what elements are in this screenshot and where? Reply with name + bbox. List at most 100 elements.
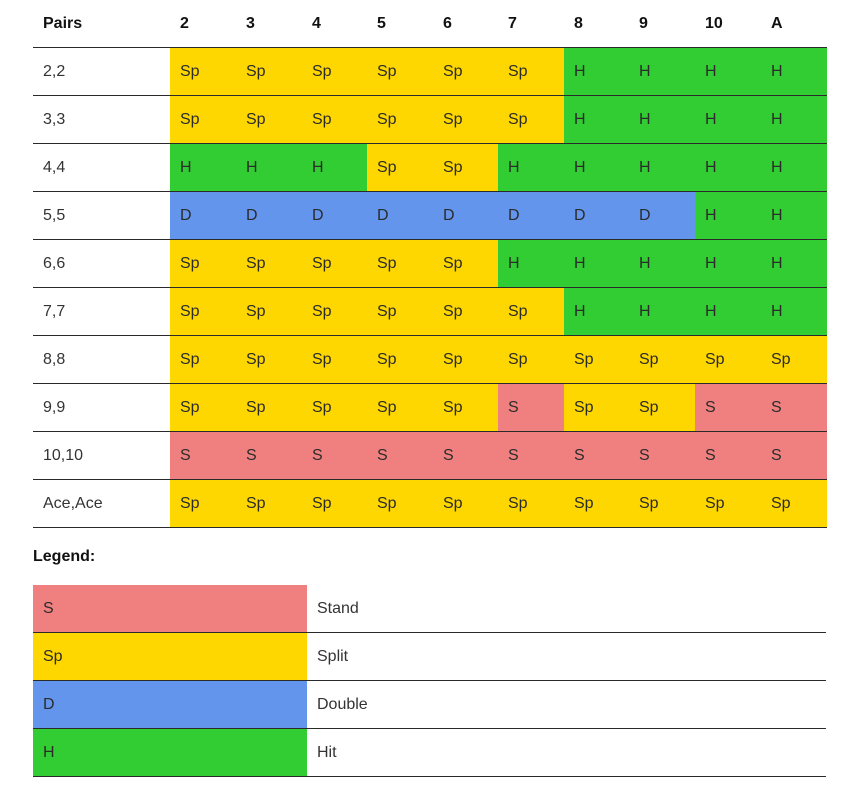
legend-label: Split <box>307 632 826 681</box>
action-cell: Sp <box>236 383 302 432</box>
table-body: 2,2 Sp Sp Sp Sp Sp Sp H H H H 3,3 Sp Sp Sp Sp Sp Sp H H H H 4,… <box>33 47 827 528</box>
action-cell: H <box>761 143 827 192</box>
action-cell: H <box>629 47 695 96</box>
action-cell: D <box>498 191 564 240</box>
action-cell: Sp <box>367 47 433 96</box>
action-cell: Sp <box>498 47 564 96</box>
action-cell: Sp <box>498 335 564 384</box>
action-cell: Sp <box>367 479 433 528</box>
action-cell: Sp <box>367 383 433 432</box>
row-label: 7,7 <box>33 287 170 336</box>
action-cell: Sp <box>236 47 302 96</box>
action-cell: Sp <box>564 335 629 384</box>
action-cell: Sp <box>236 287 302 336</box>
row-label: Ace,Ace <box>33 479 170 528</box>
header-dealer-5: 5 <box>367 0 433 48</box>
header-dealer-9: 9 <box>629 0 695 48</box>
action-cell: Sp <box>302 479 367 528</box>
action-cell: Sp <box>236 479 302 528</box>
action-cell: S <box>564 431 629 480</box>
action-cell: S <box>170 431 236 480</box>
action-cell: Sp <box>433 143 498 192</box>
action-cell: H <box>498 143 564 192</box>
action-cell: H <box>170 143 236 192</box>
action-cell: D <box>629 191 695 240</box>
action-cell: S <box>498 431 564 480</box>
action-cell: H <box>564 143 629 192</box>
legend-table: S Stand Sp Split D Double H Hit <box>33 585 826 777</box>
action-cell: Sp <box>433 47 498 96</box>
legend-swatch: D <box>33 680 307 729</box>
action-cell: Sp <box>170 95 236 144</box>
action-cell: H <box>564 287 629 336</box>
action-cell: D <box>564 191 629 240</box>
action-cell: Sp <box>433 479 498 528</box>
action-cell: Sp <box>170 383 236 432</box>
action-cell: Sp <box>629 479 695 528</box>
action-cell: H <box>761 95 827 144</box>
action-cell: H <box>564 239 629 288</box>
legend-row: Sp Split <box>33 632 826 681</box>
strategy-table-container: Pairs 2 3 4 5 6 7 8 9 10 A 2,2 Sp Sp Sp Sp Sp Sp H H H H 3,3 S… <box>33 0 827 528</box>
action-cell: Sp <box>236 239 302 288</box>
action-cell: H <box>236 143 302 192</box>
action-cell: Sp <box>302 287 367 336</box>
action-cell: Sp <box>433 335 498 384</box>
action-cell: H <box>695 239 761 288</box>
table-row: 3,3 Sp Sp Sp Sp Sp Sp H H H H <box>33 95 827 144</box>
row-label: 10,10 <box>33 431 170 480</box>
action-cell: Sp <box>170 239 236 288</box>
action-cell: Sp <box>170 287 236 336</box>
header-dealer-8: 8 <box>564 0 629 48</box>
action-cell: S <box>629 431 695 480</box>
pairs-strategy-table: Pairs 2 3 4 5 6 7 8 9 10 A 2,2 Sp Sp Sp Sp Sp Sp H H H H 3,3 S… <box>33 0 827 528</box>
table-row: 9,9 Sp Sp Sp Sp Sp S Sp Sp S S <box>33 383 827 432</box>
action-cell: H <box>695 287 761 336</box>
action-cell: S <box>498 383 564 432</box>
action-cell: Sp <box>367 335 433 384</box>
action-cell: Sp <box>236 335 302 384</box>
header-dealer-2: 2 <box>170 0 236 48</box>
action-cell: H <box>761 287 827 336</box>
legend-title: Legend: <box>33 548 96 565</box>
action-cell: Sp <box>564 479 629 528</box>
table-header-row: Pairs 2 3 4 5 6 7 8 9 10 A <box>33 0 827 48</box>
action-cell: Sp <box>302 335 367 384</box>
legend-row: H Hit <box>33 728 826 777</box>
action-cell: Sp <box>302 383 367 432</box>
action-cell: Sp <box>498 479 564 528</box>
legend-swatch: H <box>33 728 307 777</box>
action-cell: H <box>761 239 827 288</box>
action-cell: Sp <box>498 287 564 336</box>
action-cell: Sp <box>302 239 367 288</box>
row-label: 6,6 <box>33 239 170 288</box>
header-dealer-3: 3 <box>236 0 302 48</box>
action-cell: Sp <box>170 47 236 96</box>
row-label: 4,4 <box>33 143 170 192</box>
action-cell: Sp <box>367 143 433 192</box>
action-cell: H <box>695 95 761 144</box>
action-cell: S <box>695 431 761 480</box>
action-cell: H <box>302 143 367 192</box>
action-cell: Sp <box>629 383 695 432</box>
action-cell: D <box>367 191 433 240</box>
action-cell: D <box>433 191 498 240</box>
row-label: 3,3 <box>33 95 170 144</box>
action-cell: Sp <box>564 383 629 432</box>
action-cell: Sp <box>433 95 498 144</box>
action-cell: Sp <box>433 383 498 432</box>
action-cell: Sp <box>302 47 367 96</box>
action-cell: H <box>695 47 761 96</box>
table-row: 8,8 Sp Sp Sp Sp Sp Sp Sp Sp Sp Sp <box>33 335 827 384</box>
action-cell: D <box>302 191 367 240</box>
action-cell: H <box>629 143 695 192</box>
table-row: 6,6 Sp Sp Sp Sp Sp H H H H H <box>33 239 827 288</box>
action-cell: H <box>564 95 629 144</box>
action-cell: D <box>236 191 302 240</box>
action-cell: S <box>761 383 827 432</box>
legend-swatch: Sp <box>33 632 307 681</box>
action-cell: H <box>761 47 827 96</box>
row-label: 8,8 <box>33 335 170 384</box>
action-cell: S <box>302 431 367 480</box>
action-cell: S <box>761 431 827 480</box>
